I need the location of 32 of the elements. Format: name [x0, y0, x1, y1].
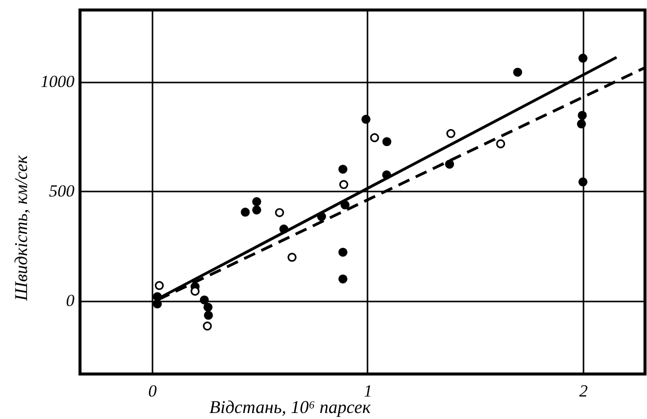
- point: [370, 133, 380, 142]
- point: [382, 137, 392, 146]
- point: [578, 54, 588, 63]
- y-axis-title: Швидкість, км/сек: [11, 154, 31, 302]
- point: [361, 114, 370, 124]
- point: [578, 110, 587, 120]
- point: [275, 208, 284, 218]
- y-tick-label: 0: [66, 291, 75, 310]
- point: [288, 252, 297, 262]
- point: [204, 310, 213, 320]
- point: [578, 177, 588, 186]
- point: [446, 129, 456, 138]
- y-tick-label: 1000: [40, 72, 75, 92]
- point: [445, 160, 454, 169]
- y-tick-label: 500: [49, 182, 75, 201]
- point: [496, 139, 506, 148]
- point: [203, 302, 213, 312]
- point: [240, 208, 250, 217]
- point: [338, 164, 348, 174]
- point: [152, 299, 162, 308]
- point: [338, 248, 348, 257]
- point: [252, 205, 262, 214]
- point: [202, 322, 212, 331]
- point: [338, 274, 348, 284]
- point: [200, 295, 209, 304]
- point: [154, 281, 164, 290]
- x-tick-label: 0: [148, 382, 158, 400]
- point: [513, 68, 522, 77]
- x-tick-label: 2: [579, 382, 588, 400]
- point: [576, 119, 586, 128]
- point: [339, 180, 348, 190]
- point: [252, 197, 262, 206]
